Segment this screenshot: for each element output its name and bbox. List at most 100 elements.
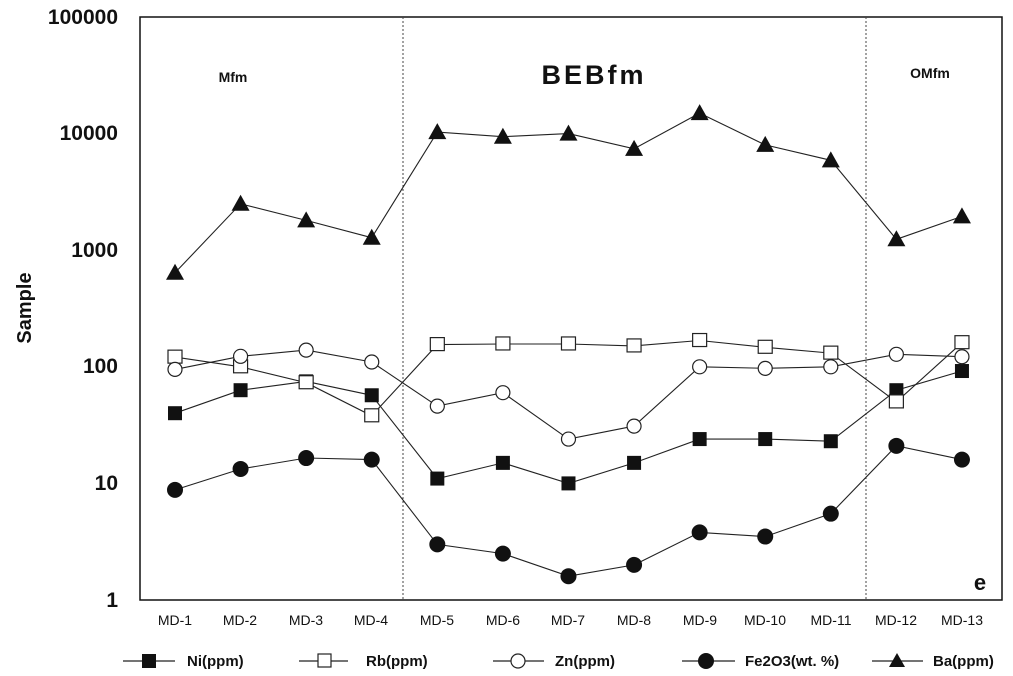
data-point [364,388,379,403]
series-rb-ppm [167,332,970,423]
data-point [495,455,510,470]
legend-label: Fe2O3(wt. %) [745,653,839,670]
data-point [823,345,839,360]
x-tick-label: MD-1 [158,612,192,628]
data-point [232,460,249,477]
data-point [756,135,775,152]
x-tick-label: MD-10 [744,612,786,628]
data-point [495,336,511,351]
legend-marker-square-filled [142,654,156,668]
data-point [823,359,839,375]
legend-label: Zn(ppm) [555,653,615,670]
series-fe2o3-wt [167,437,970,585]
zone-label-mfm: Mfm [219,69,248,85]
legend-item-zn: Zn(ppm) [493,653,615,670]
data-point [297,211,316,228]
y-tick-label: 10000 [60,122,118,145]
x-tick-label: MD-3 [289,612,323,628]
x-tick-label: MD-8 [617,612,651,628]
data-point [560,336,577,351]
data-point [627,455,642,470]
y-tick-label: 100000 [48,6,118,29]
data-point [692,432,707,447]
data-point [888,346,904,362]
legend-item-fe2o3: Fe2O3(wt. %) [682,653,839,670]
data-point [952,207,971,224]
data-point [626,338,642,353]
data-point [692,332,708,348]
data-point [430,471,445,486]
data-point [822,505,839,522]
data-point [166,263,184,280]
y-tick-label: 10 [95,472,118,495]
data-point [231,194,250,211]
x-tick-label: MD-9 [683,612,717,628]
data-point [167,349,183,364]
y-tick-label: 1000 [71,239,118,262]
data-point [233,383,248,398]
series-zn-ppm [167,342,970,447]
data-point [823,434,838,449]
legend-marker-square-open [317,653,332,668]
data-point [429,398,445,414]
data-point [298,342,314,358]
data-point [954,349,970,365]
data-point [692,359,708,375]
data-point [429,337,445,352]
legend-label: Ba(ppm) [933,653,994,670]
x-tick-label: MD-7 [551,612,585,628]
series-ba-ppm [166,104,971,280]
y-axis-title: Sample [14,272,36,343]
data-point [364,354,380,370]
data-point [493,127,512,144]
series-layer [166,104,971,585]
data-point [362,228,381,245]
data-point [363,451,380,468]
x-axis-ticks: MD-1 MD-2 MD-3 MD-4 MD-5 MD-6 MD-7 MD-8 … [158,612,983,628]
data-point [429,536,446,553]
data-point [757,528,774,545]
legend-label: Ni(ppm) [187,653,244,670]
y-tick-label: 1 [106,589,118,612]
series-line [174,370,963,484]
data-point [626,556,643,573]
data-point [888,437,905,454]
legend-item-ba: Ba(ppm) [872,653,994,670]
data-point [757,339,773,354]
legend-item-rb: Rb(ppm) [299,653,428,670]
legend-item-ni: Ni(ppm) [123,653,244,670]
data-point [821,151,840,168]
x-tick-label: MD-4 [354,612,388,628]
zone-label-bebfm: BEBfm [541,60,646,90]
legend: Ni(ppm) Rb(ppm) Zn(ppm) Fe2O3(wt. %) Ba(… [123,653,994,670]
data-point [953,451,970,468]
data-point [167,481,183,498]
data-point [298,450,315,467]
data-point [428,123,447,140]
data-point [690,104,709,121]
data-point [560,431,577,447]
data-point [954,364,969,379]
panel-label: e [974,570,986,595]
data-point [364,408,380,423]
data-point [561,476,576,491]
x-tick-label: MD-12 [875,612,917,628]
data-point [691,524,708,541]
plot-frame [139,16,1003,601]
data-point [887,230,906,247]
data-point [232,348,249,364]
legend-label: Rb(ppm) [366,653,428,670]
x-tick-label: MD-2 [223,612,257,628]
data-point [758,432,773,447]
zone-label-omfm: OMfm [910,65,950,81]
data-point [757,360,773,376]
x-tick-label: MD-11 [811,612,852,628]
y-tick-label: 100 [83,355,118,378]
series-line [174,445,963,577]
data-point [168,406,182,421]
series-ni-ppm [168,364,969,491]
data-point [559,124,578,141]
data-point [560,568,577,585]
x-tick-label: MD-13 [941,612,983,628]
